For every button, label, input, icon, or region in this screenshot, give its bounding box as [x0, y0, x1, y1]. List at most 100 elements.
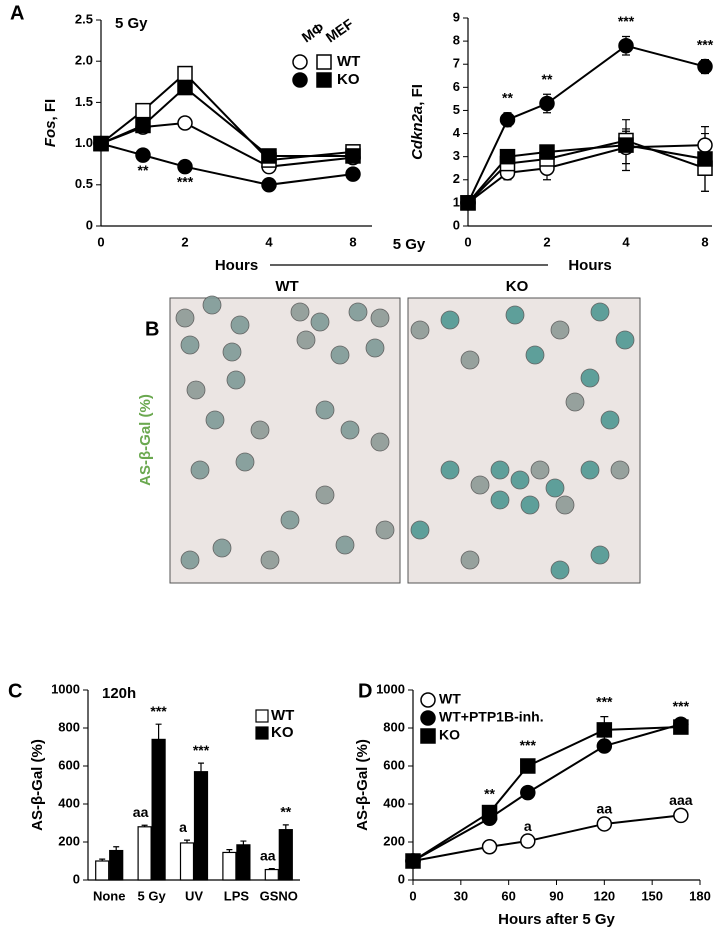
annotation: aaa [669, 792, 693, 808]
marker [460, 195, 476, 211]
cell [580, 460, 600, 480]
marker [481, 804, 498, 821]
cell [550, 320, 570, 340]
marker [520, 758, 536, 774]
marker [420, 728, 436, 744]
cell [460, 550, 480, 570]
error-bar [240, 840, 247, 845]
y-tick-label: 2 [453, 171, 460, 186]
y-tick-label: 0 [453, 217, 460, 232]
cell [296, 330, 316, 350]
cell [348, 302, 368, 322]
marker [177, 158, 193, 175]
error-bar [282, 824, 289, 830]
cell [340, 420, 360, 440]
x-tick-label: UV [185, 888, 203, 903]
y-tick-label: 4 [453, 125, 461, 140]
series-line [412, 723, 682, 862]
annotation: ** [484, 785, 495, 801]
annotation: *** [596, 693, 613, 709]
micrographs [169, 295, 641, 584]
x-tick-label: LPS [224, 888, 250, 903]
error-bar [155, 723, 162, 740]
marker [697, 137, 713, 153]
micrograph-title: 5 Gy [393, 236, 426, 253]
cell [310, 312, 330, 332]
cell [505, 305, 525, 325]
y-label-plain: , FI [42, 99, 59, 121]
annotation: *** [673, 698, 690, 714]
marker [520, 784, 536, 801]
error-bar [113, 846, 120, 851]
x-tick-label: 60 [501, 888, 515, 903]
y-tick-label: 800 [383, 719, 405, 734]
cell [470, 475, 490, 495]
cell [440, 460, 460, 480]
cell [365, 338, 385, 358]
bar [278, 829, 293, 881]
annotation: 5 Gy [115, 15, 148, 32]
panel-label: B [145, 318, 159, 340]
error-bar [268, 868, 275, 870]
y-tick-label: 0 [86, 217, 93, 232]
x-tick-label: 2 [543, 234, 550, 249]
annotation: a [524, 818, 532, 834]
error-bar [226, 849, 233, 853]
cell [315, 400, 335, 420]
y-tick-label: 600 [58, 757, 80, 772]
y-tick-label: 6 [453, 79, 460, 94]
marker [420, 692, 436, 708]
annotation: 120h [102, 685, 136, 702]
cell [205, 410, 225, 430]
annotation: ** [280, 804, 291, 820]
cell [330, 345, 350, 365]
bar [193, 771, 209, 881]
x-tick-label: None [93, 888, 126, 903]
marker [177, 65, 193, 82]
cell [525, 345, 545, 365]
annotation: aa [260, 847, 276, 863]
cell [230, 315, 250, 335]
cell [580, 368, 600, 388]
legend-label: WT [439, 691, 461, 707]
cell [290, 302, 310, 322]
y-tick-label: 9 [453, 9, 460, 24]
micrograph-ko [407, 297, 641, 584]
x-tick-label: 0 [97, 234, 104, 249]
y-label-italic: Cdkn2a [409, 106, 426, 160]
cell [490, 490, 510, 510]
cell [280, 510, 300, 530]
x-tick-label: GSNO [260, 888, 298, 903]
cell [175, 308, 195, 328]
cell [186, 380, 206, 400]
cell [222, 342, 242, 362]
y-tick-label: 0.5 [75, 176, 93, 191]
y-tick-label: 2.5 [75, 11, 93, 26]
y-tick-label: 600 [383, 757, 405, 772]
annotation: *** [618, 13, 635, 29]
annotation: ** [502, 89, 513, 105]
cell [440, 310, 460, 330]
marker [316, 54, 332, 70]
marker [539, 95, 555, 112]
cell [212, 538, 232, 558]
marker [596, 816, 613, 832]
bar [151, 738, 166, 881]
x-axis-label: Hours [215, 257, 258, 274]
annotation: a [179, 819, 187, 835]
marker [177, 79, 193, 96]
x-tick-label: 180 [689, 888, 711, 903]
x-tick-label: 150 [641, 888, 663, 903]
panel-label: D [358, 680, 372, 702]
cell [370, 432, 390, 452]
x-tick-label: 8 [349, 234, 356, 249]
cell [180, 335, 200, 355]
cell [202, 295, 222, 315]
marker [405, 853, 421, 869]
annotation: *** [193, 742, 210, 758]
cell [190, 460, 210, 480]
cell [600, 410, 620, 430]
bar [236, 844, 251, 881]
y-tick-label: 400 [58, 795, 80, 810]
